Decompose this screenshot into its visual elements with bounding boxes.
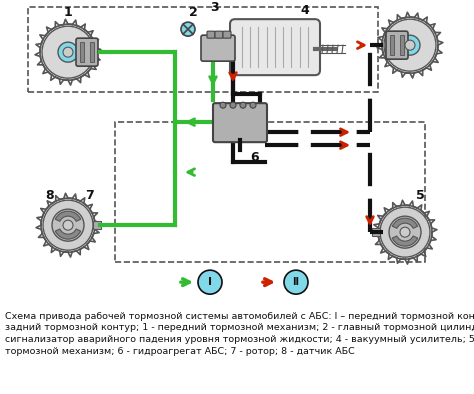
Text: I: I xyxy=(208,277,212,287)
Text: 4: 4 xyxy=(301,4,310,17)
Circle shape xyxy=(52,209,84,241)
Bar xyxy=(93,221,101,229)
FancyBboxPatch shape xyxy=(230,19,320,75)
Circle shape xyxy=(220,102,226,108)
FancyBboxPatch shape xyxy=(386,31,408,59)
FancyBboxPatch shape xyxy=(213,103,267,142)
FancyBboxPatch shape xyxy=(207,31,215,38)
Text: 5: 5 xyxy=(416,189,424,202)
Text: 2: 2 xyxy=(189,6,197,19)
Circle shape xyxy=(400,227,410,237)
Text: 1: 1 xyxy=(64,6,73,19)
Circle shape xyxy=(63,220,73,230)
Text: Схема привода рабочей тормозной системы автомобилей с АБС: I – передний тормозно: Схема привода рабочей тормозной системы … xyxy=(5,312,474,356)
Bar xyxy=(80,42,84,62)
FancyBboxPatch shape xyxy=(223,31,231,38)
Bar xyxy=(390,35,394,55)
Circle shape xyxy=(384,19,436,71)
Circle shape xyxy=(43,200,93,250)
Circle shape xyxy=(405,40,415,50)
Wedge shape xyxy=(55,229,81,239)
Text: 6: 6 xyxy=(251,151,259,164)
Text: 7: 7 xyxy=(86,189,94,202)
Circle shape xyxy=(42,26,94,78)
Circle shape xyxy=(400,35,420,55)
Circle shape xyxy=(389,216,421,248)
Wedge shape xyxy=(55,211,81,221)
Bar xyxy=(90,42,94,62)
FancyBboxPatch shape xyxy=(76,38,98,66)
FancyBboxPatch shape xyxy=(215,31,223,38)
Circle shape xyxy=(240,102,246,108)
Wedge shape xyxy=(392,218,418,229)
Circle shape xyxy=(58,42,78,62)
Bar xyxy=(372,228,380,236)
Circle shape xyxy=(380,207,430,257)
Circle shape xyxy=(284,270,308,294)
Text: II: II xyxy=(292,277,300,287)
Bar xyxy=(400,35,404,55)
Circle shape xyxy=(63,47,73,57)
Text: 3: 3 xyxy=(210,1,219,14)
Text: 8: 8 xyxy=(46,189,55,202)
FancyBboxPatch shape xyxy=(201,35,235,61)
Circle shape xyxy=(181,22,195,36)
Wedge shape xyxy=(392,236,418,246)
Circle shape xyxy=(198,270,222,294)
Circle shape xyxy=(230,102,236,108)
Circle shape xyxy=(250,102,256,108)
